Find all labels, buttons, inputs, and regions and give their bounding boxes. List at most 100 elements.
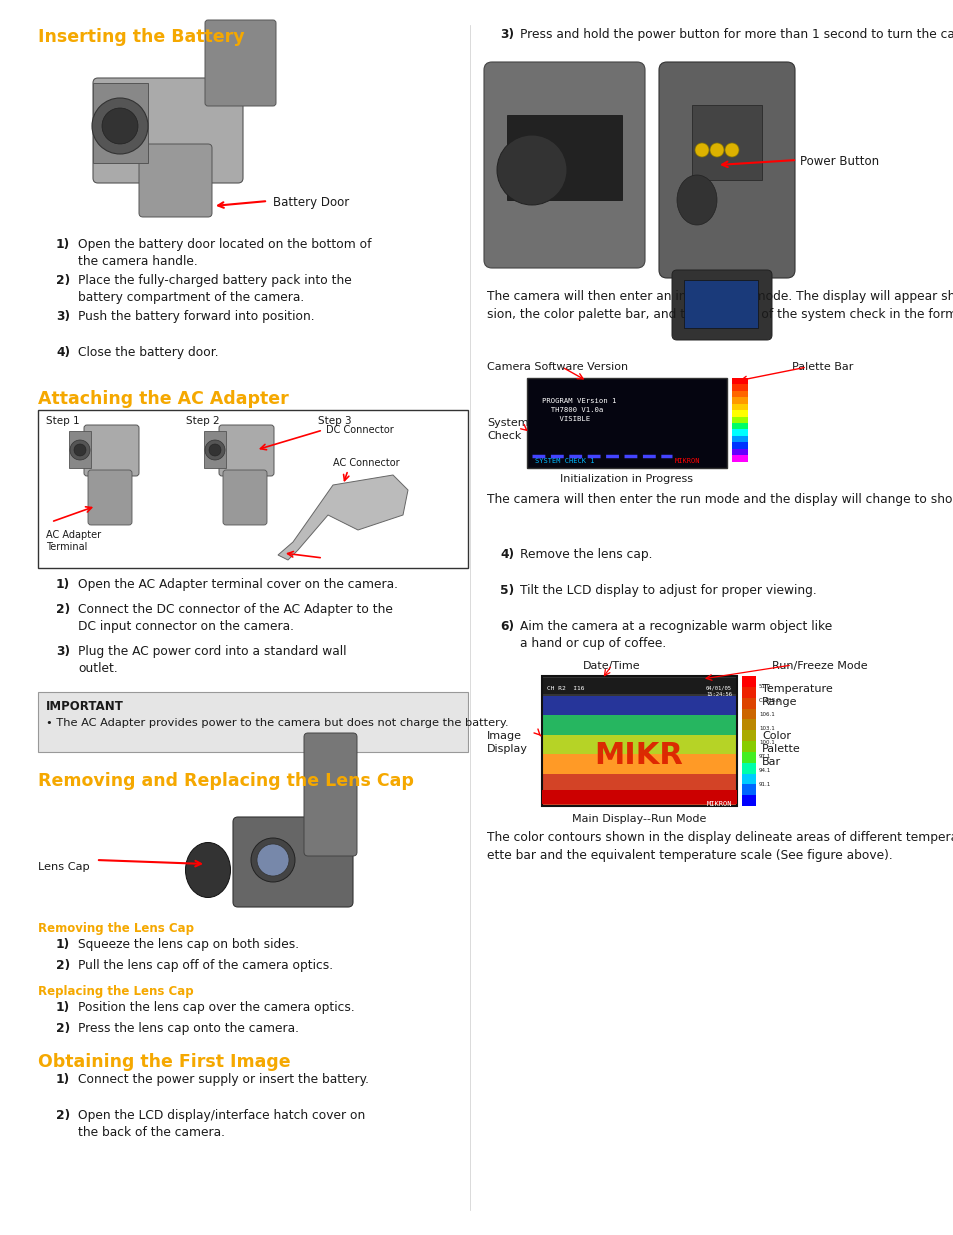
- Text: MIKRON: MIKRON: [706, 802, 731, 806]
- Bar: [741, 763, 755, 773]
- Bar: [731, 384, 747, 390]
- Text: C 488.0: C 488.0: [759, 698, 780, 703]
- Bar: [741, 784, 755, 795]
- Bar: [731, 410, 747, 416]
- Text: 106.1: 106.1: [759, 713, 774, 718]
- Text: outlet.: outlet.: [78, 662, 117, 676]
- Text: Battery Door: Battery Door: [273, 196, 349, 209]
- Bar: [731, 430, 747, 436]
- Text: System
Check: System Check: [486, 417, 528, 441]
- Circle shape: [709, 143, 723, 157]
- Text: Step 1: Step 1: [46, 416, 79, 426]
- Bar: [731, 390, 747, 398]
- Text: 5): 5): [499, 584, 514, 597]
- Bar: [69, 431, 91, 468]
- Bar: [731, 404, 747, 410]
- Text: Position the lens cap over the camera optics.: Position the lens cap over the camera op…: [78, 1002, 355, 1014]
- Text: Removing and Replacing the Lens Cap: Removing and Replacing the Lens Cap: [38, 772, 414, 790]
- Text: CH R2  I16: CH R2 I16: [546, 685, 584, 692]
- Text: Attaching the AC Adapter: Attaching the AC Adapter: [38, 390, 289, 408]
- FancyBboxPatch shape: [88, 471, 132, 525]
- Text: Connect the DC connector of the AC Adapter to the: Connect the DC connector of the AC Adapt…: [78, 603, 393, 616]
- Text: 3): 3): [56, 645, 70, 658]
- Text: Replacing the Lens Cap: Replacing the Lens Cap: [38, 986, 193, 998]
- Text: the back of the camera.: the back of the camera.: [78, 1126, 225, 1139]
- Text: Step 2: Step 2: [186, 416, 219, 426]
- Text: Inserting the Battery: Inserting the Battery: [38, 28, 244, 46]
- FancyBboxPatch shape: [304, 734, 356, 856]
- Text: Obtaining the First Image: Obtaining the First Image: [38, 1053, 291, 1071]
- Text: Image
Display: Image Display: [486, 731, 527, 755]
- Circle shape: [205, 440, 225, 459]
- Text: Power Button: Power Button: [800, 156, 879, 168]
- Circle shape: [91, 98, 148, 154]
- Text: Step 3: Step 3: [317, 416, 352, 426]
- Text: 100.1: 100.1: [759, 740, 774, 745]
- Text: SYSTEM CHECK 1: SYSTEM CHECK 1: [535, 458, 594, 464]
- Text: Open the LCD display/interface hatch cover on: Open the LCD display/interface hatch cov…: [78, 1109, 365, 1123]
- Text: Initialization in Progress: Initialization in Progress: [560, 474, 693, 484]
- Text: Close the battery door.: Close the battery door.: [78, 346, 218, 359]
- Circle shape: [209, 445, 221, 456]
- Bar: [92, 83, 148, 163]
- FancyBboxPatch shape: [233, 818, 353, 906]
- FancyBboxPatch shape: [483, 62, 644, 268]
- Text: Push the battery forward into position.: Push the battery forward into position.: [78, 310, 314, 324]
- Text: 1): 1): [56, 1073, 71, 1086]
- FancyBboxPatch shape: [205, 20, 275, 106]
- FancyBboxPatch shape: [671, 270, 771, 340]
- FancyBboxPatch shape: [659, 62, 794, 278]
- Bar: [38, 410, 468, 568]
- Circle shape: [256, 844, 289, 876]
- Text: Squeeze the lens cap on both sides.: Squeeze the lens cap on both sides.: [78, 939, 299, 951]
- Bar: [741, 795, 755, 806]
- Text: The camera will then enter the run mode and the display will change to show addi: The camera will then enter the run mode …: [486, 493, 953, 506]
- Bar: [38, 692, 468, 752]
- Text: • The AC Adapter provides power to the camera but does not charge the battery.: • The AC Adapter provides power to the c…: [46, 718, 508, 727]
- Bar: [741, 773, 755, 784]
- Bar: [741, 687, 755, 698]
- Text: 1): 1): [56, 1002, 71, 1014]
- Text: Connect the power supply or insert the battery.: Connect the power supply or insert the b…: [78, 1073, 369, 1086]
- Bar: [731, 462, 747, 468]
- Text: 4): 4): [499, 548, 514, 561]
- Circle shape: [497, 135, 566, 205]
- Text: Main Display--Run Mode: Main Display--Run Mode: [571, 814, 705, 824]
- Text: Lens Cap: Lens Cap: [38, 862, 90, 872]
- Text: 4): 4): [56, 346, 70, 359]
- Bar: [526, 378, 726, 468]
- Text: Palette Bar: Palette Bar: [791, 362, 853, 372]
- Text: 1): 1): [56, 939, 71, 951]
- Text: battery compartment of the camera.: battery compartment of the camera.: [78, 291, 304, 304]
- Bar: [506, 115, 621, 200]
- FancyBboxPatch shape: [219, 425, 274, 475]
- Bar: [741, 719, 755, 730]
- Text: 94.1: 94.1: [759, 768, 770, 773]
- Text: AC Adapter
Terminal: AC Adapter Terminal: [46, 530, 101, 552]
- Text: MIKR: MIKR: [594, 741, 682, 771]
- Text: The camera will then enter an initialization mode. The display will appear showi: The camera will then enter an initializa…: [486, 290, 953, 321]
- Text: Place the fully-charged battery pack into the: Place the fully-charged battery pack int…: [78, 274, 352, 287]
- Bar: [731, 398, 747, 404]
- Text: Remove the lens cap.: Remove the lens cap.: [519, 548, 652, 561]
- Text: Color
Palette
Bar: Color Palette Bar: [761, 731, 800, 767]
- Circle shape: [251, 839, 294, 882]
- Text: 04/01/05
15:24:56: 04/01/05 15:24:56: [705, 685, 731, 698]
- Ellipse shape: [677, 175, 717, 225]
- Bar: [741, 752, 755, 763]
- Bar: [731, 378, 747, 384]
- Text: Pull the lens cap off of the camera optics.: Pull the lens cap off of the camera opti…: [78, 960, 333, 972]
- Bar: [731, 416, 747, 424]
- Text: 3): 3): [56, 310, 70, 324]
- Bar: [741, 709, 755, 719]
- Text: Open the AC Adapter terminal cover on the camera.: Open the AC Adapter terminal cover on th…: [78, 578, 397, 592]
- Text: 3): 3): [499, 28, 514, 41]
- Text: DC input connector on the camera.: DC input connector on the camera.: [78, 620, 294, 634]
- Text: The color contours shown in the display delineate areas of different temperature: The color contours shown in the display …: [486, 831, 953, 862]
- Bar: [741, 730, 755, 741]
- Bar: [741, 676, 755, 687]
- Circle shape: [70, 440, 90, 459]
- Bar: [731, 448, 747, 456]
- Text: Temperature
Range: Temperature Range: [761, 684, 832, 708]
- Bar: [741, 741, 755, 752]
